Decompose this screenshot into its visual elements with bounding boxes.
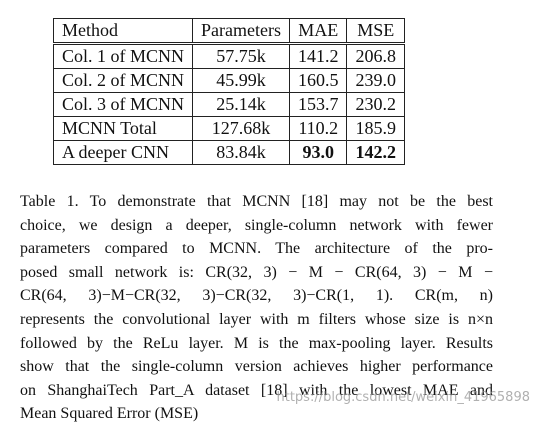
- caption-line: on ShanghaiTech Part_A dataset [18] with…: [20, 381, 493, 399]
- caption: Table 1. To demonstrate that MCNN [18] m…: [20, 190, 493, 426]
- table-cell: 83.84k: [192, 140, 290, 165]
- table-cell: 110.2: [288, 116, 348, 141]
- table-cell: 230.2: [346, 92, 405, 117]
- table-cell: Col. 2 of MCNN: [52, 68, 194, 93]
- table-row: MCNN Total 127.68k 110.2 185.9: [52, 116, 405, 141]
- table-cell: 239.0: [346, 68, 405, 93]
- header-cell: Parameters: [192, 18, 290, 45]
- table-cell: 25.14k: [192, 92, 290, 117]
- table-cell: 57.75k: [192, 43, 290, 69]
- watermark: https://blog.csdn.net/weixin_41965898: [276, 390, 530, 405]
- table-cell: A deeper CNN: [52, 140, 194, 165]
- table-cell: 142.2: [346, 140, 405, 165]
- table-row: A deeper CNN 83.84k 93.0 142.2: [52, 140, 405, 165]
- table-cell: 160.5: [288, 68, 348, 93]
- header-row: Method Parameters MAE MSE: [52, 18, 405, 45]
- caption-line: CR(64, 3)−M−CR(32, 3)−CR(32, 3)−CR(1, 1)…: [20, 287, 493, 305]
- table-cell: MCNN Total: [52, 116, 194, 141]
- table-cell: 153.7: [288, 92, 348, 117]
- caption-line: represents the convolutional layer with …: [20, 310, 493, 328]
- caption-line: Table 1. To demonstrate that MCNN [18] m…: [20, 193, 493, 210]
- table-cell: 127.68k: [192, 116, 290, 141]
- table-cell: 45.99k: [192, 68, 290, 93]
- table-cell: 93.0: [288, 140, 348, 165]
- results-table: Method Parameters MAE MSE Col. 1 of MCNN 57.7…: [52, 18, 405, 165]
- header-cell: MSE: [346, 18, 405, 45]
- table-row: Col. 1 of MCNN 57.75k 141.2 206.8: [52, 43, 405, 69]
- caption-line: Mean Squared Error (MSE): [20, 405, 199, 423]
- table-cell: 185.9: [346, 116, 405, 141]
- caption-line: parameters compared to MCNN. The archite…: [20, 240, 493, 258]
- header-cell: Method: [52, 18, 194, 45]
- caption-line: posed small network is: CR(32, 3) − M − …: [20, 263, 493, 281]
- caption-line: followed by the ReLu layer. M is the max…: [20, 334, 493, 352]
- table-cell: Col. 1 of MCNN: [52, 43, 194, 69]
- table-row: Col. 2 of MCNN 45.99k 160.5 239.0: [52, 68, 405, 93]
- table-row: Col. 3 of MCNN 25.14k 153.7 230.2: [52, 92, 405, 117]
- caption-line: choice, we design a deeper, single-colum…: [20, 216, 493, 234]
- caption-line: show that the single-column version achi…: [20, 358, 493, 376]
- table-cell: 141.2: [288, 43, 348, 69]
- table-cell: Col. 3 of MCNN: [52, 92, 194, 117]
- table-cell: 206.8: [346, 43, 405, 69]
- header-cell: MAE: [288, 18, 348, 45]
